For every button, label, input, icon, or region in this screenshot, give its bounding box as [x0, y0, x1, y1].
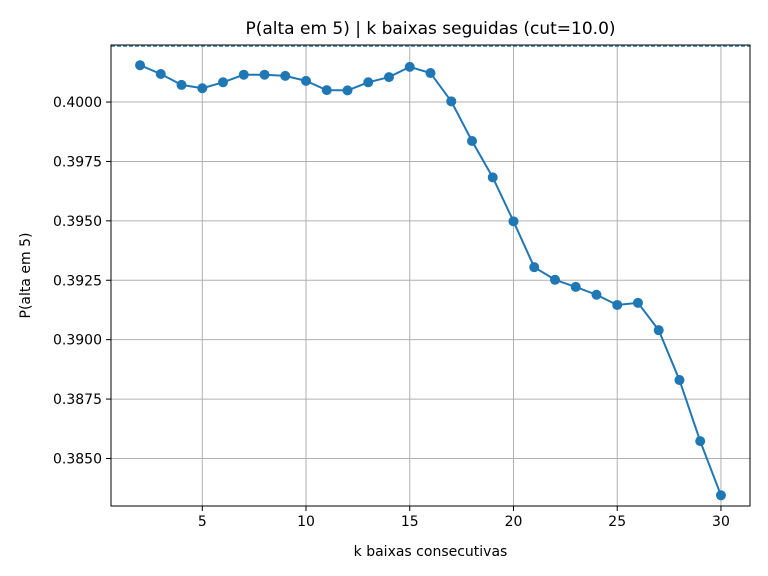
data-point: [549, 274, 560, 285]
x-tick-label: 15: [401, 514, 419, 530]
x-tick-label: 20: [505, 514, 523, 530]
plot-frame: [110, 44, 751, 507]
data-point: [653, 325, 664, 336]
y-axis-ticks: 0.3850 0.3875 0.3900 0.3925 0.3950 0.3975 0.40…: [53, 95, 111, 467]
x-axis-label: k baixas consecutivas: [354, 544, 508, 560]
y-tick-label: 0.3850: [53, 451, 102, 467]
data-point: [570, 281, 581, 292]
chart-title: P(alta em 5) | k baixas seguidas (cut=10…: [245, 19, 615, 39]
data-point: [695, 436, 706, 447]
data-point: [425, 68, 436, 79]
data-point: [674, 375, 685, 386]
data-point: [155, 68, 166, 79]
data-point: [384, 72, 395, 83]
data-point: [363, 77, 374, 88]
data-point: [508, 216, 519, 227]
data-point: [632, 297, 643, 308]
data-point: [591, 289, 602, 300]
x-axis-ticks: 5 10 15 20 25 30: [198, 506, 730, 530]
data-point: [238, 69, 249, 80]
series-layer: [135, 60, 726, 501]
y-tick-label: 0.4000: [53, 95, 102, 111]
data-point: [342, 85, 353, 96]
y-tick-label: 0.3925: [53, 273, 102, 289]
y-tick-label: 0.3950: [53, 214, 102, 230]
data-point: [280, 70, 291, 81]
y-tick-label: 0.3875: [53, 392, 102, 408]
data-point: [715, 490, 726, 501]
data-point: [301, 75, 312, 86]
x-tick-label: 5: [198, 514, 207, 530]
x-tick-label: 10: [297, 514, 315, 530]
x-tick-label: 25: [608, 514, 626, 530]
data-point: [218, 77, 229, 88]
data-point: [176, 79, 187, 90]
y-tick-label: 0.3975: [53, 154, 102, 170]
data-point: [466, 136, 477, 147]
data-point: [529, 262, 540, 273]
grid: [111, 45, 750, 506]
data-point: [259, 69, 270, 80]
data-point: [404, 61, 415, 72]
data-point: [612, 299, 623, 310]
x-tick-label: 30: [712, 514, 730, 530]
data-point: [135, 60, 146, 71]
data-point: [446, 96, 457, 107]
y-tick-label: 0.3900: [53, 333, 102, 349]
y-axis-label: P(alta em 5): [18, 233, 34, 319]
data-point: [197, 83, 208, 94]
data-point: [321, 85, 332, 96]
data-point: [487, 172, 498, 183]
